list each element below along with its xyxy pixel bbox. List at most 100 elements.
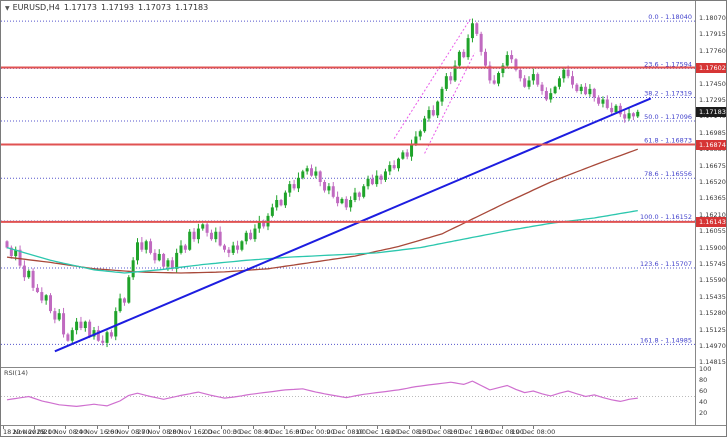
time-axis-label: 15 Dec 08:00 — [417, 428, 462, 436]
rsi-axis-tick: 80 — [699, 376, 708, 384]
candle-body — [131, 260, 135, 278]
candle-body — [436, 101, 440, 116]
candle-body — [331, 186, 335, 197]
candle-body — [101, 340, 105, 343]
candle-body — [162, 253, 166, 267]
candle-body — [514, 59, 518, 70]
fibonacci-level-label: 100.0 - 1.16152 — [640, 213, 692, 221]
candle-body — [605, 99, 609, 108]
candle-body — [205, 224, 209, 233]
candle-body — [597, 97, 601, 104]
time-axis-tickmark — [471, 426, 472, 429]
fast-ma-line[interactable] — [6, 209, 638, 274]
candle-body — [270, 207, 274, 216]
time-axis[interactable]: 18 Nov 2025 20 Nov 08:00 21 Nov 08:00 24 No… — [1, 425, 726, 436]
candle-body — [96, 330, 100, 341]
rsi-indicator-label-text: RSI(14) — [4, 369, 28, 377]
candle-body — [375, 175, 379, 185]
candle-body — [240, 241, 244, 250]
time-axis-label: 16 Dec 16:00 — [449, 428, 493, 436]
candle-body — [223, 245, 226, 250]
price-level-badge: 1.16143 — [696, 216, 726, 227]
candle-body — [249, 232, 253, 240]
chart-menu-icon[interactable]: ▼ — [5, 5, 10, 12]
candle-body — [314, 171, 318, 176]
candle-body — [557, 78, 561, 87]
price-level-badge: 1.16874 — [696, 139, 726, 150]
candle-body — [444, 76, 448, 89]
candle-body — [492, 80, 496, 84]
price-chart-canvas[interactable]: 0.0 - 1.18040 23.6 - 1.17594 38.2 - 1.1731… — [1, 1, 696, 425]
price-level-badge: 1.17602 — [696, 62, 726, 73]
time-axis-tickmark — [34, 426, 36, 429]
candle-body — [497, 73, 501, 84]
wedge-dashed-line[interactable] — [393, 18, 471, 139]
time-axis-tickmark — [159, 426, 160, 429]
time-axis-label: 20 Nov 08:00 — [12, 428, 57, 436]
candle-body — [296, 177, 300, 189]
candle-body — [627, 113, 631, 119]
time-axis-tickmark — [65, 426, 67, 429]
candle-body — [318, 171, 322, 183]
wedge-dashed-line[interactable] — [424, 52, 476, 154]
time-axis-tickmark — [315, 426, 316, 429]
candle-body — [623, 114, 627, 119]
price-axis-tick: 1.15125 — [699, 325, 726, 334]
time-axis-label: 18 Dec 08:00 — [480, 428, 525, 436]
candle-body — [405, 152, 409, 157]
price-axis-tick: 1.14815 — [699, 358, 726, 367]
candle-body — [562, 69, 566, 79]
candle-body — [53, 311, 57, 320]
price-axis-tick: 1.15900 — [699, 243, 726, 252]
candle-body — [540, 84, 544, 92]
candle-body — [575, 84, 579, 92]
candle-body — [397, 158, 400, 169]
time-axis-tickmark — [221, 426, 223, 429]
trendline[interactable] — [54, 97, 652, 353]
candle-body — [192, 231, 196, 240]
rsi-line — [6, 380, 638, 408]
time-axis-tickmark — [190, 426, 192, 429]
candle-body — [610, 107, 614, 113]
candle-body — [549, 93, 553, 100]
fibonacci-level-label: 78.6 - 1.16556 — [644, 170, 692, 178]
candle-body — [288, 184, 292, 193]
candle-body — [357, 192, 361, 197]
candle-body — [275, 199, 279, 208]
candle-body — [157, 253, 161, 261]
candle-body — [327, 186, 331, 191]
candle-body — [379, 175, 383, 180]
candle-body — [410, 143, 414, 157]
ohlc-close: 1.17183 — [175, 3, 209, 12]
time-axis-label: 8 Dec 00:00 — [295, 428, 335, 436]
time-axis-tickmark — [252, 426, 254, 429]
candle-body — [592, 88, 596, 98]
candle-body — [83, 321, 87, 329]
time-axis-label: 3 Dec 08:00 — [232, 428, 273, 436]
price-axis-tick: 1.14970 — [699, 342, 726, 350]
time-axis-tickmark — [346, 426, 348, 429]
candle-body — [9, 247, 13, 257]
candle-body — [188, 231, 192, 250]
candle-body — [614, 105, 618, 113]
candle-body — [527, 80, 531, 87]
fibonacci-level-label: 161.8 - 1.14985 — [640, 336, 692, 344]
price-level-badge: 1.17183 — [696, 106, 726, 117]
price-axis[interactable]: 1.180701.179151.177601.176051.174501.172… — [695, 1, 726, 425]
candle-body — [636, 111, 640, 117]
time-axis-tickmark — [283, 426, 285, 429]
candle-body — [44, 295, 48, 301]
time-axis-label: 26 Nov 08:00 — [105, 428, 150, 436]
candle-body — [35, 287, 39, 293]
slow-ma-line[interactable] — [6, 148, 639, 274]
candle-body — [257, 221, 261, 229]
candle-body — [283, 192, 287, 206]
candle-body — [370, 178, 374, 185]
time-axis-label: 12 Dec 08:00 — [386, 428, 431, 436]
candle-body — [440, 88, 444, 102]
price-axis-tick: 1.18070 — [699, 14, 726, 22]
candle-body — [105, 332, 109, 343]
candle-body — [75, 321, 79, 331]
candle-body — [601, 99, 605, 104]
candle-body — [214, 231, 218, 240]
